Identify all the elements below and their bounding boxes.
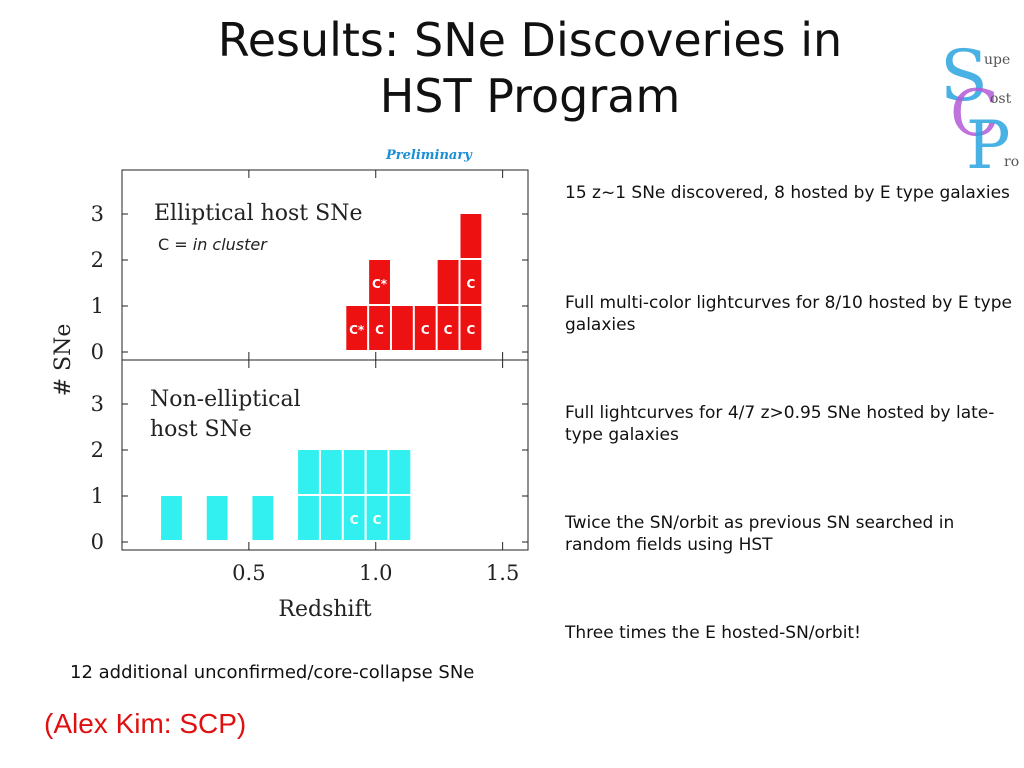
histogram-bar <box>320 450 342 494</box>
y-tick-label: 2 <box>91 248 104 272</box>
histogram-bar <box>320 496 342 540</box>
preliminary-label: Preliminary <box>386 148 472 163</box>
histogram-bar <box>369 260 390 304</box>
x-axis-label: Redshift <box>278 597 371 622</box>
footnote: 12 additional unconfirmed/core-collapse … <box>70 662 475 683</box>
histogram-bar <box>298 496 319 540</box>
histogram-bar <box>460 306 482 350</box>
histogram-bar <box>437 260 459 304</box>
y-tick-label: 3 <box>91 202 104 226</box>
y-tick-label: 0 <box>91 530 104 554</box>
bar-box-label: C <box>467 323 476 337</box>
histogram-bar <box>369 306 390 350</box>
bar-box-label: C <box>350 513 359 527</box>
x-tick-label: 1.0 <box>359 561 392 585</box>
histogram-bar <box>414 306 436 350</box>
logo-small-text-1: upe <box>984 52 1010 68</box>
bar-box-label: C <box>375 323 384 337</box>
bar-box-label: C <box>373 513 382 527</box>
bar-box-label: C* <box>372 277 388 291</box>
histogram-bar <box>343 496 365 540</box>
bar-box-label: C* <box>349 323 365 337</box>
bullet-item: Full lightcurves for 4/7 z>0.95 SNe host… <box>565 403 995 445</box>
bar-box-label: C <box>467 277 476 291</box>
histogram-bar <box>460 260 482 304</box>
histogram-bar <box>437 306 459 350</box>
slide-title-line-2: HST Program <box>379 69 681 123</box>
y-tick-label: 1 <box>91 294 104 318</box>
x-tick-label: 1.5 <box>486 561 519 585</box>
slide-title: Results: SNe Discoveries in HST Program <box>90 12 970 124</box>
histogram-bar <box>366 450 388 494</box>
slide-title-line-1: Results: SNe Discoveries in <box>217 13 843 67</box>
histogram-bar <box>366 496 388 540</box>
panel-sublabel: C = in cluster <box>158 235 268 254</box>
bar-box-label: C <box>421 323 430 337</box>
logo-small-text-3: ro <box>1004 154 1019 170</box>
bullet-item: Full multi-color lightcurves for 8/10 ho… <box>565 293 1012 335</box>
y-tick-label: 2 <box>91 438 104 462</box>
bullet-item: 15 z~1 SNe discovered, 8 hosted by E typ… <box>565 183 1010 203</box>
logo-letter-c: C <box>950 77 999 151</box>
histogram-bar <box>460 214 482 258</box>
logo-letter-s: S <box>940 40 988 117</box>
histogram-bar <box>252 496 274 540</box>
logo-small-text-2: ost <box>990 91 1012 107</box>
scp-logo: S C P upe ost ro <box>940 40 1019 170</box>
histogram-bar <box>298 450 319 494</box>
y-tick-label: 3 <box>91 392 104 416</box>
bar-box-label: C <box>444 323 453 337</box>
y-tick-label: 1 <box>91 484 104 508</box>
histogram-bar <box>161 496 182 540</box>
histogram-bar <box>346 306 368 350</box>
panel-label: Non-elliptical <box>150 387 301 412</box>
histogram-bar <box>391 306 413 350</box>
bullet-item: Twice the SN/orbit as previous SN search… <box>565 513 955 555</box>
credit-label: (Alex Kim: SCP) <box>44 708 247 739</box>
panel-label: host SNe <box>150 417 252 442</box>
logo-letter-p: P <box>966 107 1010 170</box>
x-tick-label: 0.5 <box>232 561 265 585</box>
y-axis-label: # SNe <box>51 324 76 397</box>
histogram-bar <box>206 496 228 540</box>
histogram-bar <box>343 450 365 494</box>
y-tick-label: 0 <box>91 340 104 364</box>
panel-label: Elliptical host SNe <box>154 201 362 226</box>
histogram-bar <box>389 496 411 540</box>
bullet-item: Three times the E hosted-SN/orbit! <box>565 623 861 643</box>
histogram-bar <box>389 450 411 494</box>
